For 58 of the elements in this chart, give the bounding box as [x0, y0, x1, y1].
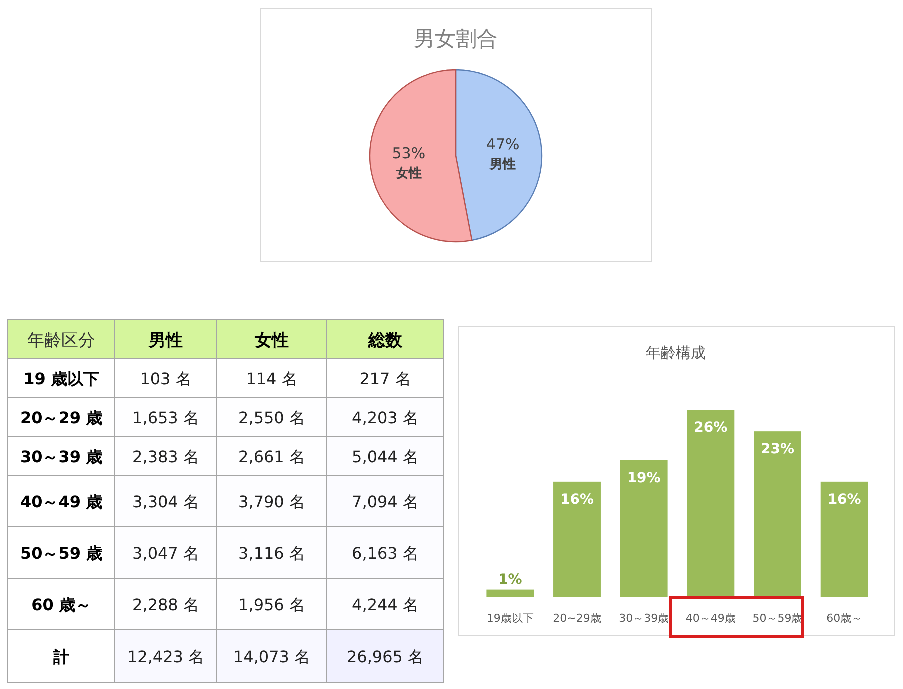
y-tick-label: 19 歳以下: [24, 370, 100, 388]
x-tick-label: 50～59歳: [752, 612, 803, 625]
data-label: 47%: [486, 136, 520, 154]
data-label: 2,383 名: [132, 448, 200, 466]
data-label: 3,304 名: [132, 492, 200, 512]
data-label: 7,094 名: [352, 492, 419, 512]
bar: [754, 432, 802, 597]
pie-slice: [455, 69, 543, 242]
bar: [486, 590, 534, 597]
y-tick-label: 40～49 歳: [20, 492, 103, 512]
x-tick-label: 19歳以下: [486, 612, 534, 625]
x-tick-label: 40～49歳: [686, 612, 736, 625]
data-label: 26%: [694, 420, 728, 436]
chart-title: 年齢構成: [646, 344, 706, 362]
x-tick-label: 60歳～: [826, 612, 863, 625]
x-tick-label: 30～39歳: [619, 612, 670, 625]
data-label: 217 名: [360, 370, 412, 388]
x-tick-label: 女性: [254, 331, 289, 351]
y-tick-label: 50～59 歳: [20, 544, 103, 563]
data-label: 2,661 名: [238, 448, 306, 466]
data-label: 1%: [498, 572, 522, 588]
data-label: 3,047 名: [132, 544, 200, 563]
bar: [554, 482, 601, 597]
slice-label: 男性: [489, 158, 516, 173]
data-label: 5,044 名: [352, 448, 419, 466]
data-label: 4,203 名: [352, 408, 419, 428]
data-label: 19%: [627, 470, 661, 486]
data-label: 14,073 名: [233, 648, 311, 666]
data-label: 2,550 名: [238, 408, 306, 428]
data-label: 2,288 名: [132, 596, 200, 614]
data-label: 26,965 名: [346, 648, 424, 666]
data-label: 53%: [392, 144, 426, 162]
data-label: 12,423 名: [127, 648, 205, 666]
data-label: 4,244 名: [352, 596, 419, 614]
data-label: 16%: [828, 492, 862, 508]
y-axis-title: 年齢区分: [28, 331, 96, 351]
x-tick-label: 20~29歳: [553, 612, 602, 625]
y-tick-label: 60 歳～: [32, 596, 92, 614]
bar: [620, 460, 668, 597]
pie-slice: [369, 69, 473, 242]
data-label: 1,956 名: [238, 596, 306, 614]
bar: [687, 410, 735, 597]
data-label: 103 名: [140, 370, 192, 388]
data-label: 6,163 名: [352, 544, 419, 563]
data-label: 3,790 名: [238, 492, 306, 512]
data-label: 1,653 名: [132, 408, 200, 428]
y-tick-label: 計: [52, 648, 70, 666]
x-tick-label: 総数: [368, 331, 404, 351]
bar: [820, 482, 868, 597]
y-tick-label: 30～39 歳: [20, 448, 103, 466]
chart-title: 男女割合: [414, 27, 498, 51]
y-tick-label: 20～29 歳: [20, 408, 103, 428]
x-tick-label: 男性: [148, 331, 183, 351]
data-label: 3,116 名: [238, 544, 306, 563]
data-label: 114 名: [246, 370, 298, 388]
slice-label: 女性: [394, 166, 422, 182]
data-label: 23%: [760, 442, 795, 458]
data-label: 16%: [560, 492, 594, 508]
